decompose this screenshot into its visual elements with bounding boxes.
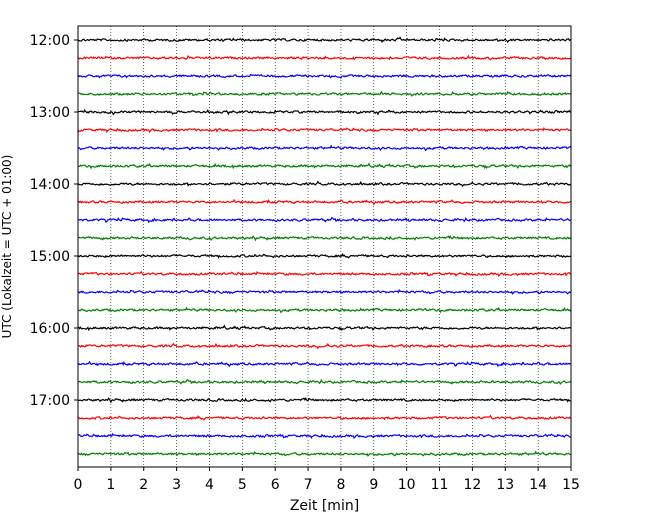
seismogram-trace — [77, 324, 572, 332]
seismogram-trace — [77, 378, 572, 385]
y-axis-ticks: 12:00 13:00 14:00 15:00 16:00 17:00 — [30, 33, 78, 409]
seismogram-trace — [77, 126, 572, 134]
seismogram-trace — [77, 73, 572, 80]
seismogram-trace — [77, 216, 572, 224]
x-tick-label: 10 — [398, 477, 416, 493]
seismogram-trace — [77, 306, 572, 314]
x-tick-label: 6 — [271, 477, 280, 493]
y-tick-label: 14:00 — [30, 177, 70, 193]
seismogram-trace — [77, 180, 572, 188]
y-tick-label: 15:00 — [30, 249, 70, 265]
seismogram-trace — [77, 162, 572, 170]
x-axis-label: Zeit [min] — [290, 498, 359, 514]
y-axis-label: UTC (Lokalzeit = UTC + 01:00) — [0, 155, 14, 339]
x-tick-label: 15 — [562, 477, 580, 493]
plot-frame — [77, 25, 572, 468]
seismogram-trace — [77, 360, 572, 368]
seismogram-trace — [77, 342, 572, 350]
x-tick-label: 9 — [369, 477, 378, 493]
x-tick-label: 0 — [74, 477, 83, 493]
seismogram-trace — [77, 90, 572, 97]
seismogram-trace — [77, 54, 572, 61]
x-tick-label: 7 — [304, 477, 313, 493]
x-tick-label: 12 — [463, 477, 481, 493]
y-tick-label: 17:00 — [30, 393, 70, 409]
seismogram-trace — [77, 36, 572, 44]
y-tick-label: 16:00 — [30, 321, 70, 337]
x-tick-label: 13 — [496, 477, 514, 493]
seismogram-trace — [77, 432, 572, 440]
x-tick-label: 8 — [336, 477, 345, 493]
seismogram-trace — [77, 270, 572, 278]
y-tick-label: 12:00 — [30, 33, 70, 49]
seismogram-trace — [77, 289, 572, 295]
seismogram-trace — [77, 397, 572, 404]
x-tick-label: 5 — [238, 477, 247, 493]
seismogram-trace — [77, 414, 572, 421]
x-tick-label: 4 — [205, 477, 214, 493]
y-tick-label: 13:00 — [30, 105, 70, 121]
seismogram-trace — [77, 450, 572, 457]
seismogram-trace — [77, 252, 572, 259]
seismogram-trace — [77, 198, 572, 206]
x-tick-label: 3 — [172, 477, 181, 493]
x-tick-label: 14 — [529, 477, 547, 493]
seismogram-trace — [77, 235, 572, 242]
seismogram-trace — [77, 108, 572, 116]
x-tick-label: 11 — [431, 477, 449, 493]
x-axis-ticks: 0 1 2 3 4 5 6 7 8 9 10 11 12 13 14 15 — [74, 467, 580, 493]
x-tick-label: 2 — [139, 477, 148, 493]
x-tick-label: 1 — [106, 477, 115, 493]
seismogram-traces — [77, 36, 572, 457]
seismogram-trace — [77, 144, 572, 152]
